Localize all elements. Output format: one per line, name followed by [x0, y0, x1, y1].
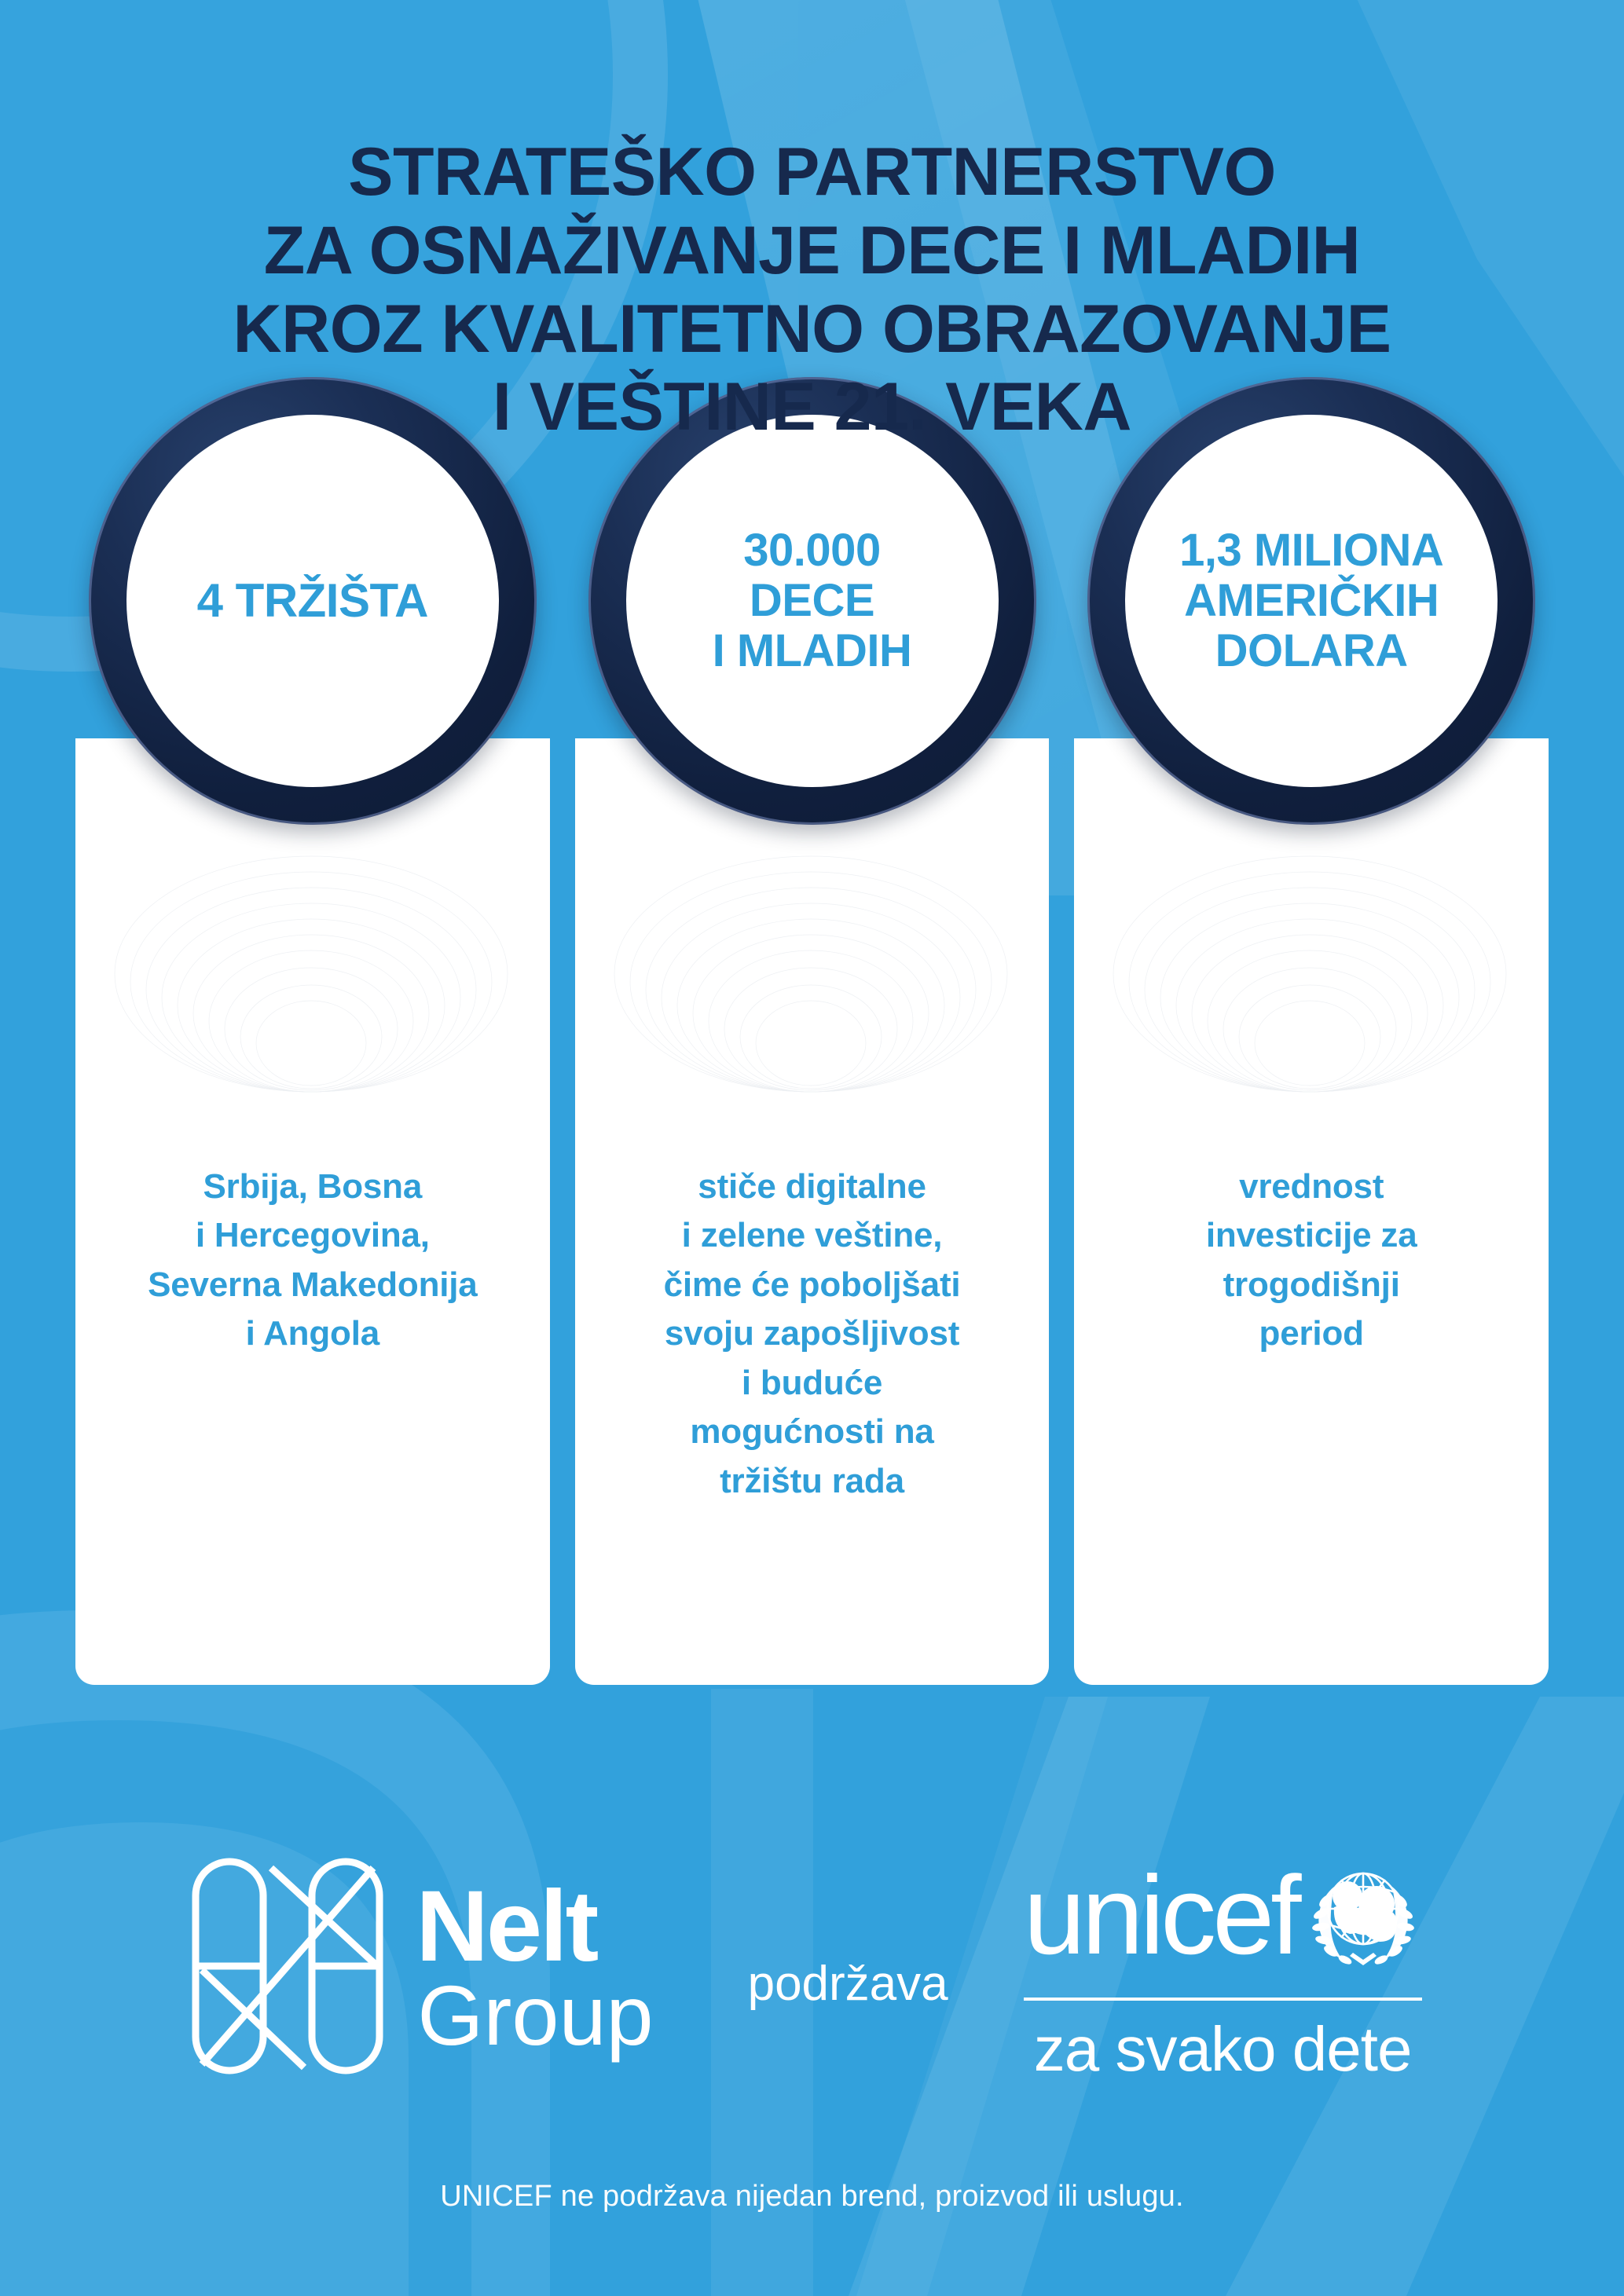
card-body-line: Srbija, Bosna — [203, 1167, 423, 1206]
title-line-2: ZA OSNAŽIVANJE DECE I MLADIH — [263, 212, 1361, 288]
badge-stat-line-3: I MLADIH — [712, 624, 912, 676]
badge-stat-line-3: DOLARA — [1215, 624, 1409, 676]
footer-logos: Nelt Group podržava unicef — [0, 1799, 1624, 2137]
nelt-name: Nelt — [416, 1870, 599, 1983]
badge-inner: 1,3 MILIONA AMERIČKIH DOLARA — [1125, 415, 1498, 787]
card-body-investment: vrednost investicije za trogodišnji peri… — [1182, 1163, 1441, 1359]
title-line-4: I VEŠTINE 21. VEKA — [492, 369, 1132, 445]
badge-stat-text: 4 TRŽIŠTA — [177, 575, 449, 627]
card-body-line: stiče digitalne — [698, 1167, 926, 1206]
unicef-tagline: za svako dete — [1033, 2013, 1413, 2084]
card-body-line: tržištu rada — [720, 1461, 904, 1500]
card-body-line: i zelene veštine, — [681, 1216, 943, 1255]
card-body-line: mogućnosti na — [690, 1412, 934, 1452]
card-body-line: i Angola — [245, 1314, 380, 1353]
badge-stat-text: 1,3 MILIONA AMERIČKIH DOLARA — [1159, 525, 1464, 676]
unicef-globe-mother-child-laurel-icon — [1304, 1855, 1422, 1977]
badge-stat-line-2: AMERIČKIH — [1184, 575, 1439, 627]
badge-inner: 4 TRŽIŠTA — [126, 415, 499, 787]
badge-stat-line-1: 30.000 — [743, 525, 881, 577]
badge-inner: 30.000 DECE I MLADIH — [625, 415, 999, 787]
nelt-subname: Group — [417, 1968, 654, 2063]
nelt-group-logo: Nelt Group — [186, 1854, 654, 2082]
card-body-markets: Srbija, Bosna i Hercegovina, Severna Mak… — [124, 1163, 500, 1359]
card-body-line: investicije za — [1205, 1216, 1417, 1255]
stat-card-children: 30.000 DECE I MLADIH stiče digitalne i z… — [574, 377, 1050, 1685]
nelt-n-monogram-icon — [186, 1854, 389, 2082]
stat-card-investment: 1,3 MILIONA AMERIČKIH DOLARA vrednost in… — [1074, 377, 1549, 1685]
unicef-divider — [1023, 1997, 1422, 2001]
card-body-line: i Hercegovina, — [195, 1216, 430, 1255]
card-body-line: i buduće — [741, 1363, 883, 1402]
nelt-wordmark: Nelt Group — [416, 1870, 654, 2063]
page-title: STRATEŠKO PARTNERSTVO ZA OSNAŽIVANJE DEC… — [0, 134, 1624, 447]
card-body-children: stiče digitalne i zelene veštine, čime ć… — [640, 1163, 984, 1506]
unicef-wordmark: unicef — [1023, 1852, 1302, 1978]
card-body-line: trogodišnji — [1223, 1265, 1400, 1304]
badge-stat-text: 30.000 DECE I MLADIH — [692, 525, 933, 676]
badge-stat-line-1: 1,3 MILIONA — [1179, 525, 1444, 577]
badge-stat-line-1: 4 TRŽIŠTA — [196, 574, 429, 627]
title-line-3: KROZ KVALITETNO OBRAZOVANJE — [233, 291, 1392, 367]
disclaimer-text: UNICEF ne podržava nijedan brend, proizv… — [440, 2180, 1184, 2213]
unicef-logo: unicef — [1023, 1855, 1422, 2084]
card-body-line: svoju zapošljivost — [664, 1314, 960, 1353]
stat-card-markets: 4 TRŽIŠTA Srbija, Bosna i Hercegovina, S… — [75, 377, 550, 1685]
card-body-line: Severna Makedonija — [148, 1265, 478, 1304]
badge-stat-line-2: DECE — [749, 575, 875, 627]
unicef-logo-top: unicef — [1024, 1855, 1422, 1977]
card-body-line: čime će poboljšati — [663, 1265, 961, 1304]
card-body-line: vrednost — [1239, 1167, 1384, 1206]
card-body-line: period — [1259, 1314, 1364, 1353]
supports-connector-label: podržava — [747, 1956, 948, 2011]
title-line-1: STRATEŠKO PARTNERSTVO — [348, 134, 1276, 210]
stat-card-row: 4 TRŽIŠTA Srbija, Bosna i Hercegovina, S… — [75, 377, 1549, 1685]
